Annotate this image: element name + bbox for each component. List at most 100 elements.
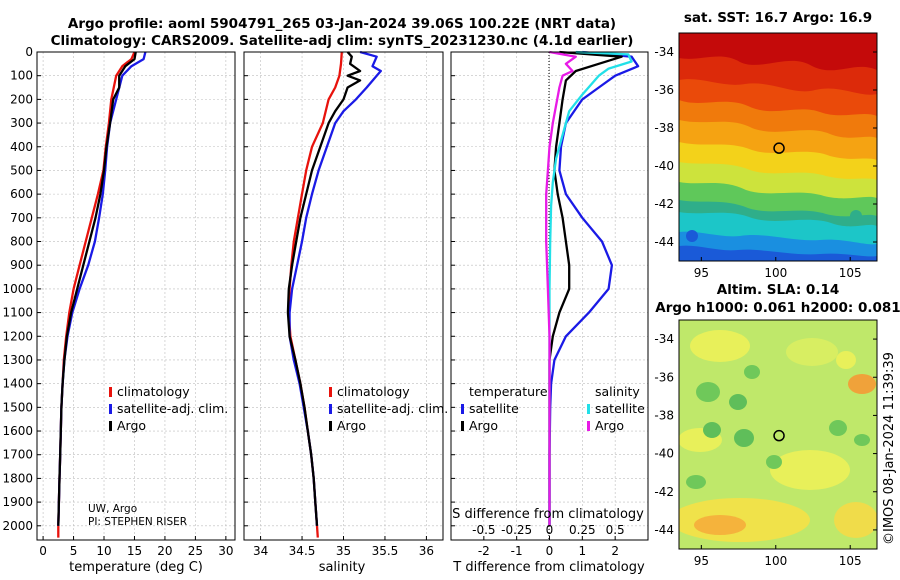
credit-line-2: PI: STEPHEN RISER xyxy=(88,516,187,528)
map-x-tick-label: 100 xyxy=(764,554,787,568)
sla-map-title-1: Altim. SLA: 0.14 xyxy=(717,282,839,298)
x-tick-label: 30 xyxy=(218,544,233,558)
y-tick-label: 1700 xyxy=(2,448,33,462)
y-tick-label: 2000 xyxy=(2,519,33,533)
sla-map-frame xyxy=(678,319,878,550)
legend-group-salinity: salinity xyxy=(595,384,640,399)
x-tick-label: 35 xyxy=(336,544,351,558)
y-tick-label: 800 xyxy=(10,235,33,249)
credit-line-1: UW, Argo xyxy=(88,503,137,515)
legend-swatch-argo xyxy=(109,421,112,431)
map-y-tick-label: -40 xyxy=(654,159,674,173)
y-tick-label: 1200 xyxy=(2,329,33,343)
series-line-satellite xyxy=(548,50,633,526)
y-tick-label: 1000 xyxy=(2,282,33,296)
y-tick-label: 500 xyxy=(10,163,33,177)
series-line-argo xyxy=(57,51,137,526)
sst-map-panel: sat. SST: 16.7 Argo: 16.9 95 100 105 -34 -36… xyxy=(654,10,878,280)
x-tick-label: -2 xyxy=(478,544,490,558)
y-tick-label: 700 xyxy=(10,211,33,225)
y-tick-label: 400 xyxy=(10,140,33,154)
x-tick-label: 36 xyxy=(419,544,434,558)
x-tick-label: -1 xyxy=(511,544,523,558)
s-tick-label: 0.25 xyxy=(569,523,596,537)
sla-map-title-2: Argo h1000: 0.061 h2000: 0.081 xyxy=(655,300,900,316)
map-x-tick-label: 105 xyxy=(839,266,862,280)
x-tick-label: 10 xyxy=(96,544,111,558)
y-tick-label: 900 xyxy=(10,258,33,272)
temperature-legend: climatology satellite-adj. clim. Argo xyxy=(109,384,228,433)
x-tick-label: 0 xyxy=(546,544,554,558)
series-line-satellite-adj-clim- xyxy=(288,50,382,526)
y-tick-label: 1800 xyxy=(2,471,33,485)
map-y-tick-label: -38 xyxy=(654,408,674,422)
y-tick-label: 1500 xyxy=(2,400,33,414)
y-tick-label: 200 xyxy=(10,92,33,106)
salinity-legend: climatology satellite-adj. clim. Argo xyxy=(329,384,448,433)
legend-swatch-t-satellite xyxy=(461,404,464,414)
sst-map-frame xyxy=(678,32,878,262)
map-x-tick-label: 100 xyxy=(764,266,787,280)
map-y-tick-label: -44 xyxy=(654,235,674,249)
argo-location-marker xyxy=(773,429,785,442)
x-tick-label: 1 xyxy=(579,544,587,558)
y-tick-label: 1100 xyxy=(2,306,33,320)
x-tick-label: 34 xyxy=(253,544,268,558)
legend-label-s-satellite: satellite xyxy=(595,401,645,416)
sst-map-title: sat. SST: 16.7 Argo: 16.9 xyxy=(684,10,872,26)
legend-label-argo: Argo xyxy=(117,418,146,433)
salinity-xlabel: salinity xyxy=(319,560,366,575)
legend-swatch-t-argo xyxy=(461,421,464,431)
legend-label-climatology: climatology xyxy=(337,384,410,399)
s-tick-label: -0.5 xyxy=(472,523,495,537)
map-x-tick-label: 95 xyxy=(694,554,709,568)
series-line-argo xyxy=(545,50,577,526)
y-tick-label: 1600 xyxy=(2,424,33,438)
legend-swatch-satellite xyxy=(329,404,332,414)
difference-legend: temperature satellite Argo salinity sate… xyxy=(461,384,645,433)
s-tick-label: 0.5 xyxy=(606,523,625,537)
series-line-argo xyxy=(286,51,362,526)
sla-map-image xyxy=(679,320,877,549)
map-y-tick-label: -34 xyxy=(654,45,674,59)
map-x-tick-label: 105 xyxy=(839,554,862,568)
legend-group-temperature: temperature xyxy=(469,384,548,399)
s-tick-label: -0.25 xyxy=(501,523,532,537)
legend-label-t-argo: Argo xyxy=(469,418,498,433)
legend-label-s-argo: Argo xyxy=(595,418,624,433)
map-y-tick-label: -38 xyxy=(654,121,674,135)
sla-map-panel: Altim. SLA: 0.14 Argo h1000: 0.061 h2000… xyxy=(654,282,900,568)
legend-swatch-satellite xyxy=(109,404,112,414)
x-tick-label: 34.5 xyxy=(289,544,316,558)
map-y-tick-label: -42 xyxy=(654,197,674,211)
legend-label-t-satellite: satellite xyxy=(469,401,519,416)
x-tick-label: 5 xyxy=(70,544,78,558)
argo-location-marker xyxy=(773,142,785,154)
imos-watermark: ©IMOS 08-Jan-2024 11:39:39 xyxy=(882,352,897,545)
temperature-xlabel: temperature (deg C) xyxy=(69,560,203,575)
map-y-tick-label: -44 xyxy=(654,523,674,537)
map-y-tick-label: -42 xyxy=(654,485,674,499)
map-y-tick-label: -36 xyxy=(654,83,674,97)
series-line-satellite xyxy=(548,50,640,526)
y-tick-label: 1900 xyxy=(2,495,33,509)
y-tick-label: 600 xyxy=(10,187,33,201)
x-tick-label: 2 xyxy=(611,544,619,558)
legend-swatch-s-satellite xyxy=(587,404,590,414)
y-tick-label: 1400 xyxy=(2,377,33,391)
y-tick-label: 0 xyxy=(25,45,33,59)
salinity-panel: 34 34.5 35 35.5 36 salinity climatology sate… xyxy=(243,50,448,575)
x-tick-label: 15 xyxy=(127,544,142,558)
legend-swatch-climatology xyxy=(329,387,332,397)
y-tick-label: 100 xyxy=(10,69,33,83)
difference-xlabel-top: S difference from climatology xyxy=(452,507,644,522)
map-y-tick-label: -36 xyxy=(654,370,674,384)
title-line-1: Argo profile: aoml 5904791_265 03-Jan-20… xyxy=(68,16,616,32)
x-tick-label: 0 xyxy=(39,544,47,558)
s-tick-label: 0 xyxy=(546,523,554,537)
legend-label-climatology: climatology xyxy=(117,384,190,399)
x-tick-label: 25 xyxy=(188,544,203,558)
legend-label-satellite: satellite-adj. clim. xyxy=(337,401,448,416)
legend-swatch-s-argo xyxy=(587,421,590,431)
